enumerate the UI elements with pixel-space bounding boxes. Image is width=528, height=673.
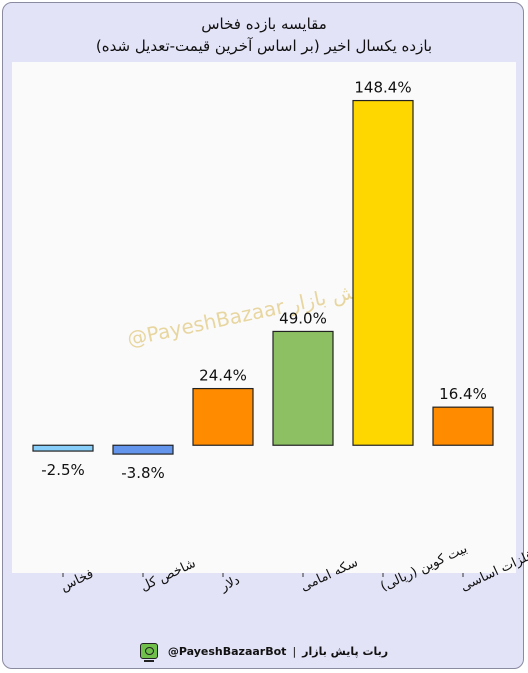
footer: @PayeshBazaarBot | ربات پایش بازار: [0, 640, 528, 662]
data-label-0: -2.5%: [41, 461, 85, 479]
plot-area: [12, 62, 516, 573]
footer-bot-name: ربات پایش بازار: [302, 644, 389, 658]
footer-handle[interactable]: @PayeshBazaarBot: [167, 644, 287, 658]
bar-3: [272, 330, 334, 446]
data-label-2: 24.4%: [199, 367, 247, 385]
chart-title: مقایسه بازده فخاس: [201, 15, 327, 33]
bar-5: [432, 406, 494, 446]
data-label-5: 16.4%: [439, 385, 487, 403]
data-label-1: -3.8%: [121, 464, 165, 482]
bar-2: [192, 387, 254, 446]
x-tick-label-2: دلار: [217, 573, 242, 595]
chart-subtitle: بازده یکسال اخیر (بر اساس آخرین قیمت-تعد…: [95, 37, 433, 55]
data-label-3: 49.0%: [279, 309, 327, 327]
data-label-4: 148.4%: [354, 79, 411, 97]
bar-0: [32, 444, 94, 452]
footer-separator: |: [292, 644, 297, 658]
bar-4: [352, 99, 414, 446]
bar-1: [112, 444, 174, 455]
bot-monitor-icon: [139, 643, 158, 662]
